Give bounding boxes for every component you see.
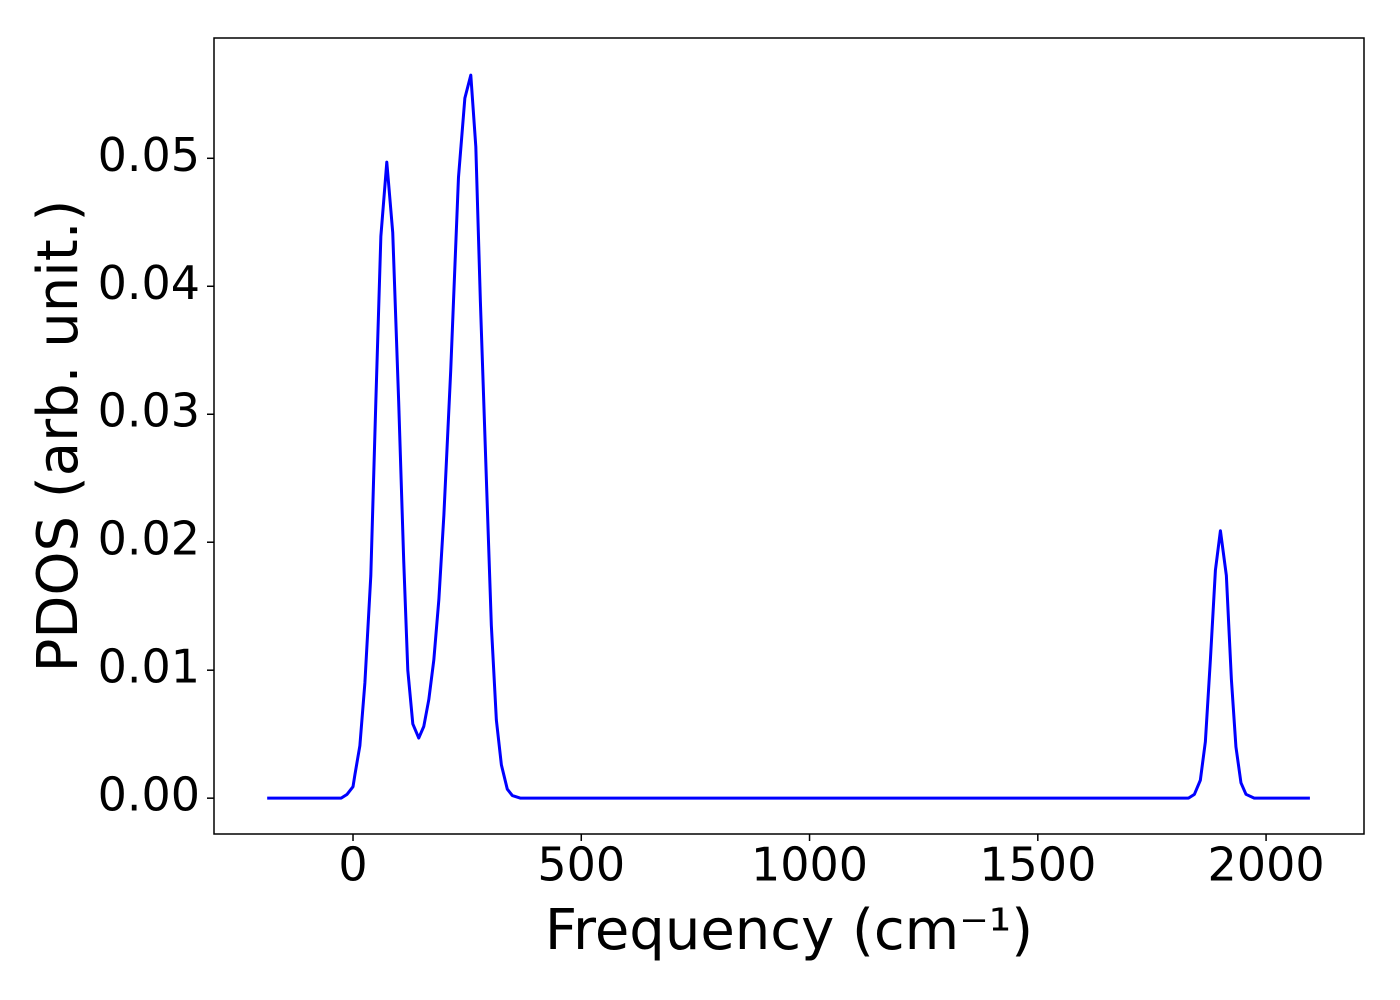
y-tick-label: 0.02 — [98, 512, 200, 566]
x-tick-label: 0 — [338, 838, 367, 892]
y-tick-label: 0.04 — [98, 256, 200, 310]
x-tick-label: 1000 — [751, 838, 868, 892]
y-tick-label: 0.01 — [98, 640, 200, 694]
x-axis-label: Frequency (cm⁻¹) — [545, 898, 1033, 963]
line-series — [267, 73, 1310, 800]
x-tick-label: 500 — [537, 838, 625, 892]
y-tick-label: 0.00 — [98, 768, 200, 822]
x-tick-label: 1500 — [979, 838, 1096, 892]
x-tick-label: 2000 — [1208, 838, 1325, 892]
y-tick-label: 0.03 — [98, 384, 200, 438]
plot-frame — [213, 37, 1365, 835]
y-tick-label: 0.05 — [98, 128, 200, 182]
y-axis-label: PDOS (arb. unit.) — [26, 200, 91, 673]
